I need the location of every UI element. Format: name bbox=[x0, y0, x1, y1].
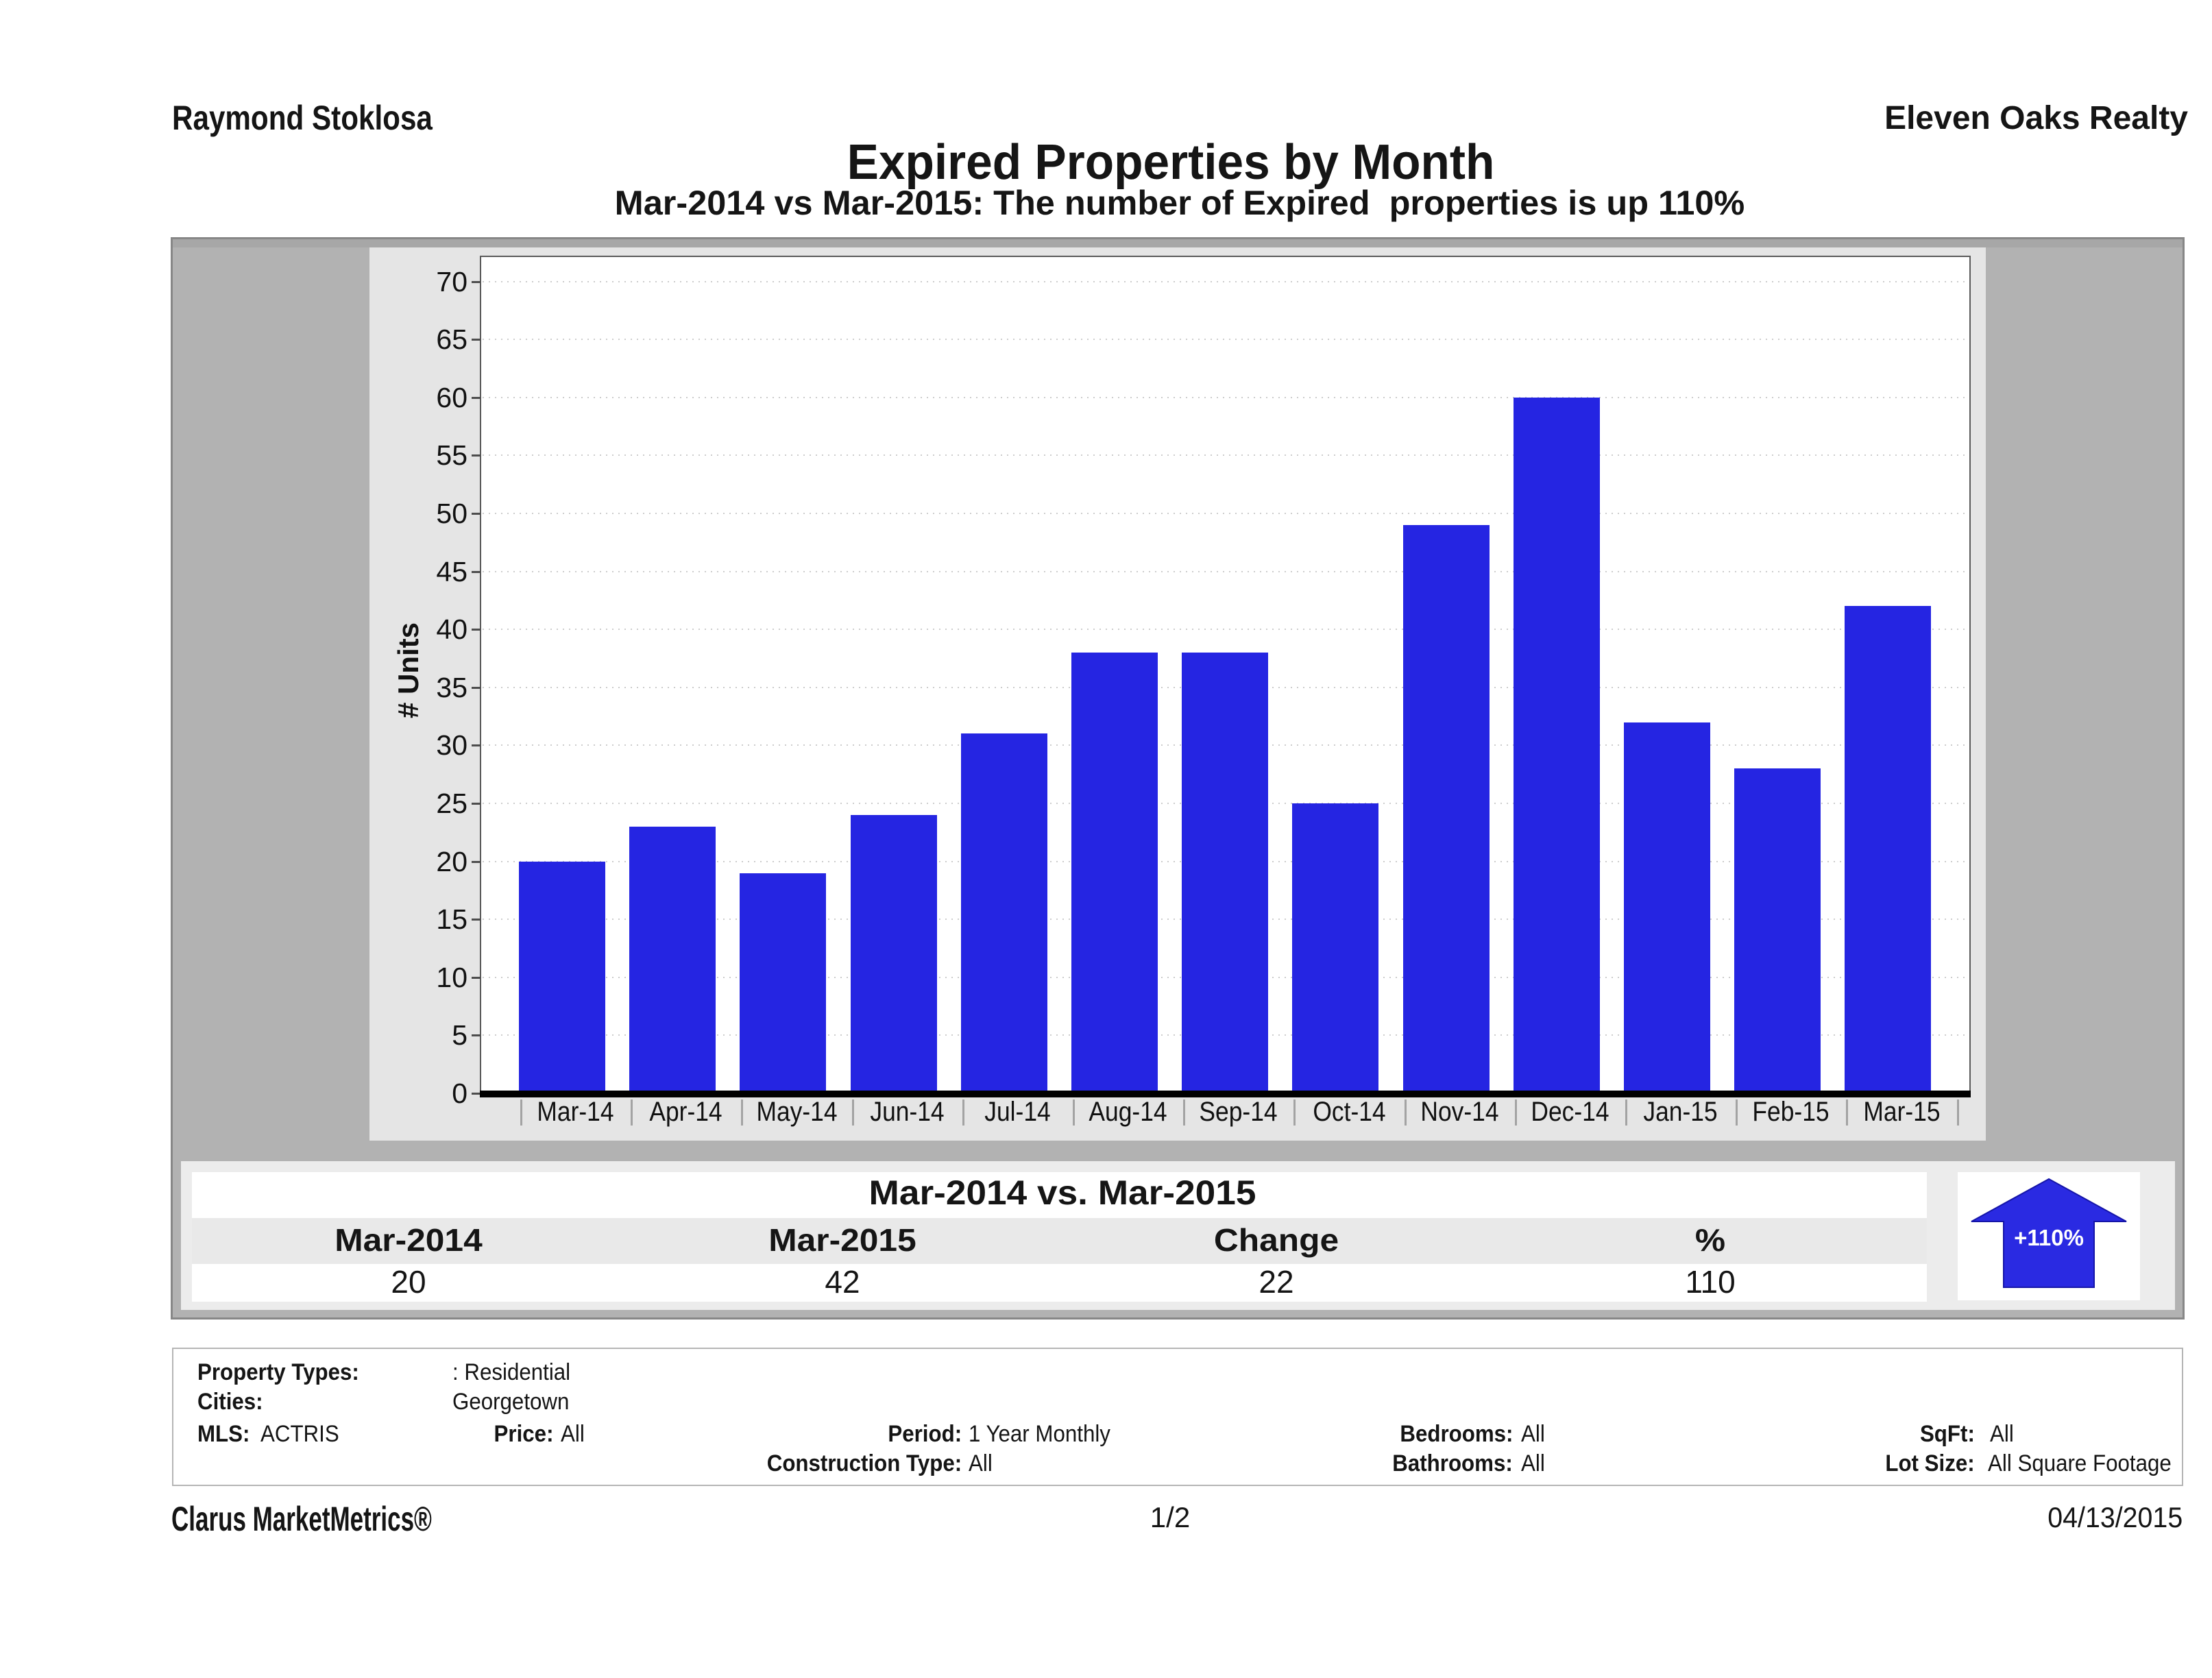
svg-text:+110%: +110% bbox=[2014, 1225, 2084, 1250]
